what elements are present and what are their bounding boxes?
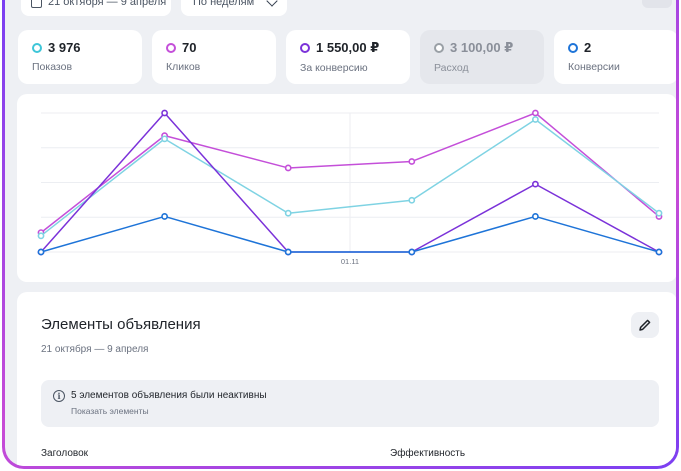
series-marker-icon [166, 42, 176, 53]
column-header-efficiency[interactable]: Эффективность [390, 448, 466, 459]
pencil-icon [639, 319, 651, 331]
chevron-down-icon [266, 0, 278, 7]
data-point [532, 180, 539, 188]
grouping-select[interactable]: По неделям [181, 0, 287, 16]
data-point [37, 248, 45, 256]
section-date-range: 21 октября — 9 апреля [41, 344, 149, 355]
metric-value: 2 [584, 40, 592, 55]
metric-value: 3 100,00 ₽ [450, 40, 514, 55]
metric-tiles: 3 976 Показов 70 Кликов 1 550,00 ₽ За ко… [18, 30, 676, 84]
metric-label: Кликов [166, 61, 201, 73]
series-line-0 [40, 112, 660, 234]
metric-spend[interactable]: 3 100,00 ₽ Расход [420, 30, 544, 84]
metric-label: Показов [32, 61, 73, 73]
grouping-label: По неделям [193, 0, 255, 8]
metric-label: Конверсии [568, 61, 620, 73]
report-panel: 21 октября — 9 апреля По неделям 3 976 П… [5, 0, 676, 466]
info-icon: i [53, 390, 65, 402]
metric-impressions[interactable]: 3 976 Показов [18, 30, 142, 84]
data-point [284, 248, 292, 256]
data-point [161, 213, 168, 220]
metric-value: 70 [182, 40, 197, 55]
data-point [655, 209, 663, 217]
data-point [161, 135, 168, 143]
series-marker-icon [32, 42, 42, 53]
metric-clicks[interactable]: 70 Кликов [152, 30, 276, 84]
metric-cost-per-conversion[interactable]: 1 550,00 ₽ За конверсию [286, 30, 410, 84]
data-point [532, 213, 539, 220]
date-range-picker[interactable]: 21 октября — 9 апреля [21, 0, 171, 16]
line-chart: 4301.11 [37, 109, 663, 266]
series-line-1 [40, 118, 660, 237]
statistics-chart: 4301.11 [17, 94, 676, 282]
column-header-headline[interactable]: Заголовок [41, 448, 89, 459]
series-marker-icon [300, 43, 310, 53]
inactive-elements-notice: i 5 элементов объявления были неактивны … [41, 380, 659, 427]
x-tick-label: 01.11 [341, 257, 359, 266]
data-point [532, 109, 539, 117]
data-point [408, 158, 416, 165]
series-line-3 [40, 215, 660, 253]
section-title: Элементы объявления [41, 316, 201, 333]
metric-label: За конверсию [300, 62, 368, 74]
edit-button[interactable] [631, 312, 659, 338]
data-point [161, 109, 168, 117]
date-range-label: 21 октября — 9 апреля [48, 0, 167, 8]
ad-elements-card: Элементы объявления 21 октября — 9 апрел… [17, 292, 676, 466]
data-point [408, 248, 416, 256]
metric-label: Расход [434, 62, 469, 74]
data-point [532, 116, 539, 123]
series-marker-icon [434, 43, 444, 53]
metric-value: 3 976 [48, 40, 81, 55]
toolbar-button[interactable] [642, 0, 672, 8]
calendar-icon [31, 0, 42, 8]
data-point [655, 248, 663, 256]
data-point [37, 232, 45, 240]
data-point [284, 209, 292, 217]
data-point [408, 196, 416, 204]
metric-conversions[interactable]: 2 Конверсии [554, 30, 676, 84]
data-point [284, 164, 292, 172]
metric-value: 1 550,00 ₽ [316, 40, 380, 55]
notice-text: 5 элементов объявления были неактивны [71, 390, 267, 401]
show-elements-link[interactable]: Показать элементы [71, 406, 149, 416]
filter-bar: 21 октября — 9 апреля По неделям [5, 0, 676, 18]
series-marker-icon [568, 42, 578, 53]
